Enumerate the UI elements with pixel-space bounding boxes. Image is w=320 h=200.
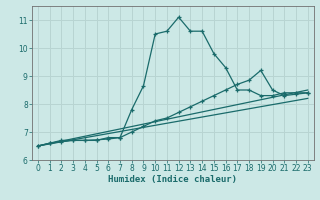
X-axis label: Humidex (Indice chaleur): Humidex (Indice chaleur) — [108, 175, 237, 184]
